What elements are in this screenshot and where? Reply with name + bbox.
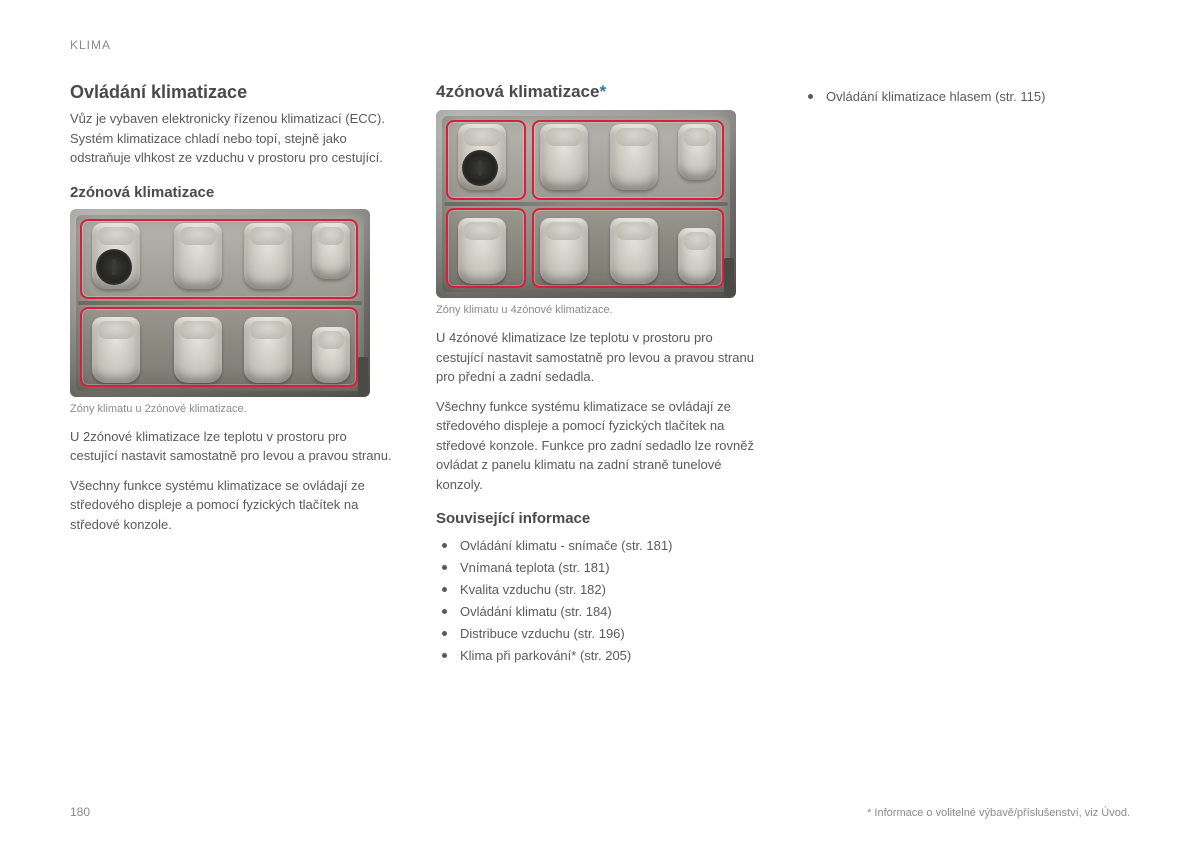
climate-zone-outline (446, 120, 526, 200)
col2-p2: Všechny funkce systému klimatizace se ov… (436, 397, 764, 495)
list-item: Klima při parkování* (str. 205) (436, 645, 764, 667)
climate-zone-outline (446, 208, 526, 288)
section-header: KLIMA (70, 38, 1130, 52)
column-1: Ovládání klimatizace Vůz je vybaven elek… (70, 82, 398, 668)
column-2: 4zónová klimatizace* Zóny klimatu u 4zón… (436, 82, 764, 668)
col1-intro: Vůz je vybaven elektronicky řízenou klim… (70, 109, 398, 168)
climate-zone-outline (80, 219, 358, 299)
col3-list: Ovládání klimatizace hlasem (str. 115) (802, 86, 1130, 108)
diagram-2zone-caption: Zóny klimatu u 2zónové klimatizace. (70, 403, 398, 415)
col2-title-text: 4zónová klimatizace (436, 82, 599, 101)
center-console (78, 301, 362, 305)
image-id-tab (358, 357, 368, 395)
col1-p1: U 2zónové klimatizace lze teplotu v pros… (70, 427, 398, 466)
climate-zone-outline (532, 120, 724, 200)
col1-sub-heading: 2zónová klimatizace (70, 184, 398, 201)
list-item: Vnímaná teplota (str. 181) (436, 557, 764, 579)
diagram-2zone (70, 209, 370, 397)
image-id-tab (724, 258, 734, 296)
list-item: Distribuce vzduchu (str. 196) (436, 623, 764, 645)
page-number: 180 (70, 805, 90, 819)
climate-zone-outline (80, 307, 358, 387)
col1-title: Ovládání klimatizace (70, 82, 398, 103)
center-console (444, 202, 728, 206)
col2-p1: U 4zónové klimatizace lze teplotu v pros… (436, 328, 764, 387)
footnote: * Informace o volitelné výbavě/příslušen… (867, 807, 1130, 819)
related-info-list: Ovládání klimatu - snímače (str. 181) Vn… (436, 535, 764, 668)
col2-title: 4zónová klimatizace* (436, 82, 764, 102)
col1-p2: Všechny funkce systému klimatizace se ov… (70, 476, 398, 535)
list-item: Ovládání klimatu (str. 184) (436, 601, 764, 623)
list-item: Ovládání klimatizace hlasem (str. 115) (802, 86, 1130, 108)
diagram-4zone (436, 110, 736, 298)
related-info-heading: Související informace (436, 510, 764, 527)
content-columns: Ovládání klimatizace Vůz je vybaven elek… (70, 82, 1130, 668)
column-3: Ovládání klimatizace hlasem (str. 115) (802, 82, 1130, 668)
climate-zone-outline (532, 208, 724, 288)
list-item: Kvalita vzduchu (str. 182) (436, 579, 764, 601)
diagram-4zone-caption: Zóny klimatu u 4zónové klimatizace. (436, 304, 764, 316)
list-item: Ovládání klimatu - snímače (str. 181) (436, 535, 764, 557)
asterisk-icon: * (599, 82, 606, 101)
